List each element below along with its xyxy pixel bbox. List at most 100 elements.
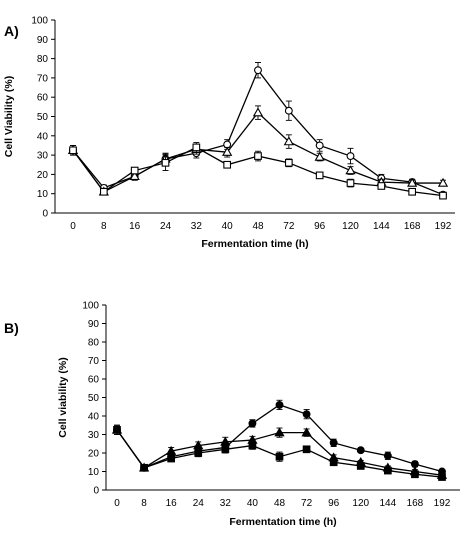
data-point xyxy=(407,177,418,187)
y-tick-label: 40 xyxy=(88,412,100,423)
data-point xyxy=(383,451,392,460)
y-tick-label: 70 xyxy=(37,73,49,84)
x-tick-label: 32 xyxy=(220,498,232,509)
y-tick-label: 20 xyxy=(37,170,49,181)
x-tick-label: 0 xyxy=(70,221,76,232)
y-tick-label: 90 xyxy=(88,319,100,330)
data-point xyxy=(161,158,170,167)
data-point xyxy=(223,160,232,169)
y-axis-label: Cell viability (%) xyxy=(57,357,69,438)
data-point xyxy=(129,171,140,181)
data-point xyxy=(284,158,293,167)
x-tick-label: 24 xyxy=(160,221,172,232)
x-tick-label: 120 xyxy=(352,498,369,509)
data-point xyxy=(315,171,324,180)
x-tick-label: 8 xyxy=(101,221,107,232)
data-point xyxy=(221,445,230,454)
y-tick-label: 60 xyxy=(37,93,49,104)
data-point xyxy=(254,66,262,75)
series-line xyxy=(72,68,444,196)
data-point xyxy=(275,400,284,409)
data-point xyxy=(140,463,148,472)
data-point xyxy=(437,177,449,187)
data-point xyxy=(329,458,338,467)
x-tick-label: 24 xyxy=(193,498,205,509)
data-point xyxy=(283,136,294,146)
data-point xyxy=(314,151,325,161)
x-tick-label: 120 xyxy=(342,221,359,232)
data-point xyxy=(167,454,176,463)
y-tick-label: 10 xyxy=(88,467,100,478)
panel-label: B) xyxy=(4,320,19,336)
y-tick-label: 0 xyxy=(93,486,99,497)
y-tick-label: 50 xyxy=(37,112,49,123)
x-tick-label: 192 xyxy=(434,498,451,509)
y-tick-label: 100 xyxy=(31,16,48,27)
y-tick-label: 30 xyxy=(37,151,49,162)
data-point xyxy=(220,436,231,446)
x-axis-label: Fermentation time (h) xyxy=(201,238,308,250)
data-point xyxy=(377,182,386,190)
x-tick-label: 8 xyxy=(141,498,147,509)
data-point xyxy=(194,449,203,457)
x-tick-label: 40 xyxy=(222,221,234,232)
panel-label: A) xyxy=(4,23,19,39)
data-point xyxy=(329,438,338,447)
data-point xyxy=(130,166,139,175)
x-tick-label: 72 xyxy=(301,498,313,509)
x-tick-label: 48 xyxy=(274,498,286,509)
series-3 xyxy=(69,142,447,200)
data-point xyxy=(345,165,356,175)
y-tick-label: 80 xyxy=(37,54,49,65)
data-point xyxy=(383,466,392,475)
data-point xyxy=(99,187,108,196)
data-point xyxy=(356,446,365,455)
x-tick-label: 16 xyxy=(129,221,141,232)
data-point xyxy=(252,107,264,117)
y-tick-label: 20 xyxy=(88,449,100,460)
data-point xyxy=(302,445,311,454)
y-tick-label: 100 xyxy=(82,301,99,312)
data-point xyxy=(113,426,121,434)
data-point xyxy=(346,179,355,187)
data-point xyxy=(284,106,293,115)
data-point xyxy=(301,427,312,437)
x-tick-label: 40 xyxy=(247,498,259,509)
data-point xyxy=(302,410,311,419)
y-tick-label: 50 xyxy=(88,393,100,404)
y-tick-label: 90 xyxy=(37,35,49,46)
data-point xyxy=(223,140,232,149)
y-tick-label: 0 xyxy=(42,209,48,220)
data-point xyxy=(439,191,447,200)
x-tick-label: 96 xyxy=(328,498,340,509)
x-axis-label: Fermentation time (h) xyxy=(229,516,336,528)
x-tick-label: 192 xyxy=(435,221,452,232)
data-point xyxy=(193,440,204,450)
x-tick-label: 16 xyxy=(166,498,178,509)
data-point xyxy=(166,445,177,455)
series-1 xyxy=(69,62,447,199)
y-tick-label: 40 xyxy=(37,131,49,142)
x-tick-label: 144 xyxy=(373,221,390,232)
chart-panel-2: B) 0 10 20 30 40 50 60 70 80 90 100 0 8 16 24 32 40 48 72 96… xyxy=(4,301,460,528)
data-point xyxy=(315,141,324,150)
series-3 xyxy=(113,424,446,481)
series-2 xyxy=(67,105,449,196)
y-tick-label: 70 xyxy=(88,356,100,367)
x-tick-label: 168 xyxy=(407,498,424,509)
data-point xyxy=(192,143,201,152)
x-tick-label: 32 xyxy=(191,221,203,232)
x-tick-label: 144 xyxy=(379,498,396,509)
x-tick-label: 96 xyxy=(314,221,326,232)
data-point xyxy=(346,152,355,161)
x-tick-label: 0 xyxy=(114,498,120,509)
data-point xyxy=(275,452,284,461)
data-point xyxy=(248,441,257,450)
data-point xyxy=(438,473,446,481)
y-tick-label: 60 xyxy=(88,375,100,386)
y-tick-label: 30 xyxy=(88,430,100,441)
data-point xyxy=(274,427,285,437)
x-tick-label: 168 xyxy=(404,221,421,232)
